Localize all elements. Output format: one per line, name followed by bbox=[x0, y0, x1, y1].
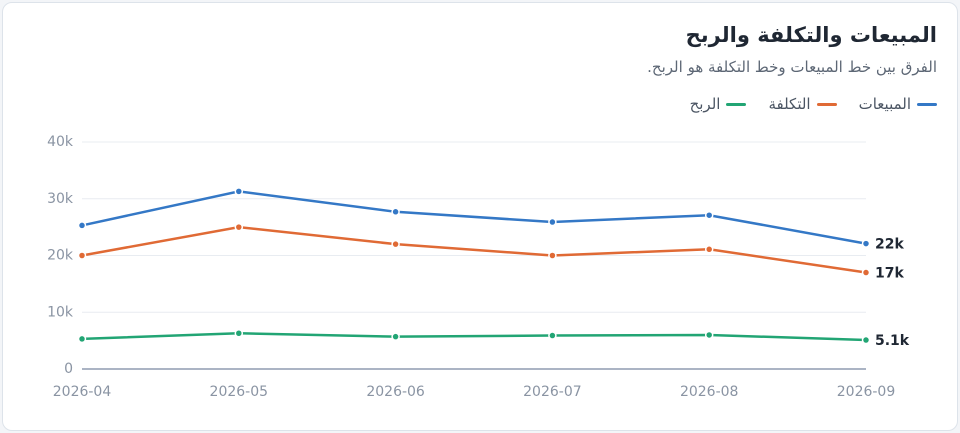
legend-swatch bbox=[816, 102, 837, 106]
series-line bbox=[81, 225, 867, 274]
chart-title: المبيعات والتكلفة والربح bbox=[685, 23, 937, 47]
value-label: 22k bbox=[875, 237, 904, 253]
data-point bbox=[77, 251, 87, 260]
data-point bbox=[77, 221, 87, 230]
x-tick-label: 2026-04 bbox=[53, 384, 112, 400]
y-tick-label: 0 bbox=[64, 361, 73, 377]
legend-label: المبيعات bbox=[858, 95, 911, 113]
x-tick-label: 2026-06 bbox=[366, 384, 425, 400]
value-label: 17k bbox=[875, 266, 904, 282]
legend-label: التكلفة bbox=[768, 95, 811, 113]
legend: المبيعات التكلفة الربح bbox=[690, 95, 937, 113]
data-point bbox=[234, 222, 244, 232]
legend-item: المبيعات bbox=[859, 95, 937, 113]
data-point bbox=[548, 251, 557, 260]
series-line bbox=[81, 331, 867, 342]
x-tick-label: 2026-09 bbox=[837, 384, 896, 400]
y-tick-label: 20k bbox=[47, 248, 74, 264]
data-point bbox=[704, 210, 714, 220]
data-point bbox=[548, 331, 557, 340]
y-tick-label: 10k bbox=[47, 304, 74, 320]
data-point bbox=[861, 335, 871, 345]
value-label: 5.1k bbox=[875, 333, 910, 349]
x-tick-label: 2026-05 bbox=[210, 384, 269, 400]
chart-subtitle: الفرق بين خط المبيعات وخط التكلفة هو الر… bbox=[647, 58, 937, 76]
data-point bbox=[391, 332, 400, 341]
data-point bbox=[77, 334, 87, 344]
data-point bbox=[234, 328, 244, 338]
data-point bbox=[704, 330, 714, 340]
legend-swatch bbox=[917, 102, 937, 106]
data-point bbox=[704, 245, 714, 254]
legend-swatch bbox=[726, 102, 747, 106]
legend-label: الربح bbox=[689, 95, 721, 113]
data-point bbox=[861, 239, 871, 248]
y-tick-label: 40k bbox=[47, 134, 74, 150]
data-point bbox=[234, 187, 244, 196]
data-point bbox=[861, 268, 871, 277]
legend-item: التكلفة bbox=[768, 95, 837, 113]
data-point bbox=[391, 207, 400, 217]
data-point bbox=[548, 217, 557, 227]
x-tick-label: 2026-07 bbox=[523, 384, 582, 400]
y-tick-label: 30k bbox=[47, 191, 74, 207]
legend-item: الربح bbox=[690, 95, 747, 113]
series-line bbox=[81, 190, 867, 245]
x-tick-label: 2026-08 bbox=[680, 384, 739, 400]
data-point bbox=[391, 239, 400, 249]
